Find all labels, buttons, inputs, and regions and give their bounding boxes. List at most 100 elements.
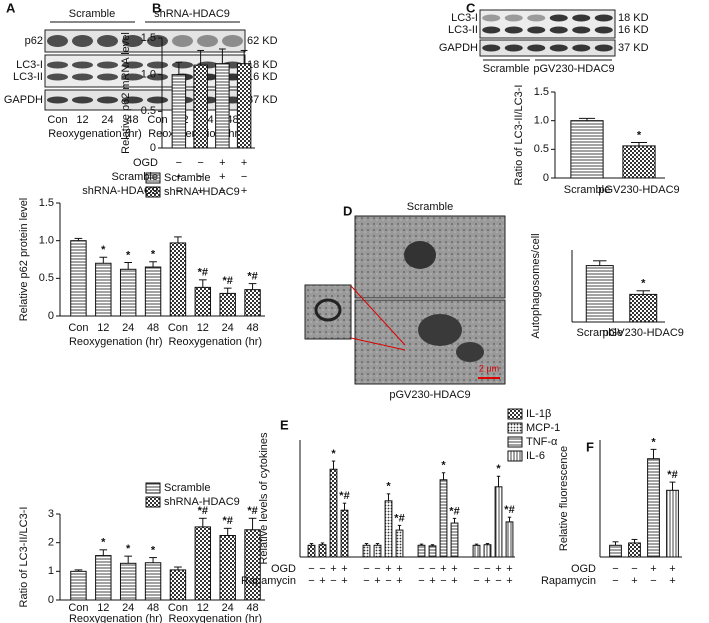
blot-band: [549, 14, 568, 22]
significance-label: *: [126, 543, 131, 555]
bar: [194, 286, 212, 317]
group-label: Reoxygenation (hr): [69, 336, 163, 348]
bar: [570, 120, 604, 179]
bar: [318, 544, 327, 558]
y-tick-label: 0: [543, 172, 549, 184]
blot-band: [594, 14, 613, 22]
y-axis-label: Relative levels of cytokines: [258, 432, 270, 565]
group-label: Reoxygenation (hr): [168, 613, 262, 623]
blot-band: [97, 73, 118, 81]
condition-mark: +: [669, 563, 675, 575]
blot-row-label: GAPDH: [4, 94, 43, 106]
legend-swatch: [145, 172, 161, 184]
condition-mark: +: [319, 575, 325, 587]
condition-mark: −: [612, 575, 618, 587]
bar: [171, 74, 187, 149]
inset-line: [350, 337, 406, 351]
y-tick-label: 3: [48, 508, 54, 520]
blot-band: [527, 26, 546, 34]
x-tick-label: 12: [97, 322, 109, 334]
condition-mark: −: [363, 575, 369, 587]
condition-mark: −: [473, 563, 479, 575]
condition-mark: −: [374, 563, 380, 575]
bar: [244, 289, 261, 317]
x-tick-label: 48: [147, 602, 159, 614]
blot-band: [147, 61, 168, 69]
significance-label: *#: [198, 267, 208, 279]
y-tick-label: 0: [48, 594, 54, 606]
bar: [236, 63, 252, 149]
y-axis-label: Relative p62 mRNA level: [120, 32, 132, 154]
legend-swatch: [507, 408, 523, 420]
blot-band: [549, 44, 568, 52]
blot-size-label: 62 KD: [247, 35, 278, 47]
blot-band: [572, 44, 591, 52]
bar: [450, 522, 459, 558]
group-label: Reoxygenation (hr): [69, 613, 163, 623]
y-tick-label: 1.5: [141, 32, 156, 44]
blot-row-label: p62: [25, 35, 43, 47]
y-axis-label: Ratio of LC3-II/LC3-I: [513, 85, 525, 186]
lane-label: 24: [101, 114, 113, 126]
blot-band: [122, 61, 143, 69]
bar: [384, 500, 393, 558]
x-tick-label: Con: [168, 322, 188, 334]
lane-label: 48: [126, 114, 138, 126]
blot-band: [527, 14, 546, 22]
significance-label: *: [637, 129, 642, 141]
condition-label: Rapamycin: [541, 575, 596, 587]
blot-band: [147, 35, 168, 47]
panel-letter: C: [466, 0, 476, 15]
condition-mark: −: [330, 575, 336, 587]
condition-mark: −: [418, 575, 424, 587]
condition-mark: +: [341, 575, 347, 587]
condition-label: Rapamycin: [241, 575, 296, 587]
blot-band: [147, 96, 168, 104]
y-tick-label: 2: [48, 537, 54, 549]
bar: [70, 570, 87, 601]
blot-band: [527, 44, 546, 52]
condition-label: OGD: [571, 563, 596, 575]
blot-panel: [44, 54, 246, 88]
bar: [193, 64, 208, 149]
x-tick-label: 24: [222, 322, 234, 334]
blot-band: [172, 61, 193, 69]
nucleolus: [456, 342, 484, 362]
significance-label: *: [151, 249, 156, 261]
blot-panel: [44, 29, 246, 53]
bar: [194, 526, 212, 601]
condition-mark: +: [669, 575, 675, 587]
condition-mark: −: [473, 575, 479, 587]
condition-mark: +: [219, 171, 225, 183]
y-tick-label: 0.5: [39, 272, 54, 284]
condition-mark: −: [418, 563, 424, 575]
lane-label: Con: [147, 114, 167, 126]
significance-label: *: [441, 460, 446, 472]
x-tick-label: 12: [197, 322, 209, 334]
bar: [215, 63, 230, 149]
blot-band: [572, 14, 591, 22]
blot-band: [222, 35, 243, 47]
condition-mark: −: [429, 563, 435, 575]
lane-label: 12: [76, 114, 88, 126]
bar: [307, 544, 316, 558]
significance-label: *#: [504, 504, 514, 516]
condition-mark: −: [197, 171, 203, 183]
panel-letter: B: [152, 0, 161, 15]
blot-row-label: LC3-II: [448, 24, 478, 36]
bar: [439, 479, 448, 558]
bar: [585, 265, 614, 323]
condition-mark: +: [374, 575, 380, 587]
bar: [219, 535, 236, 601]
condition-mark: +: [396, 563, 402, 575]
em-inset: [304, 284, 352, 340]
significance-label: *#: [339, 490, 349, 502]
condition-label: OGD: [133, 157, 158, 169]
legend-label: TNF-α: [526, 436, 558, 448]
blot-band: [549, 26, 568, 34]
bar: [629, 293, 658, 323]
panel-letter: A: [6, 0, 16, 15]
blot-band: [47, 61, 68, 69]
x-tick-label: 48: [147, 322, 159, 334]
legend-swatch: [145, 186, 161, 198]
